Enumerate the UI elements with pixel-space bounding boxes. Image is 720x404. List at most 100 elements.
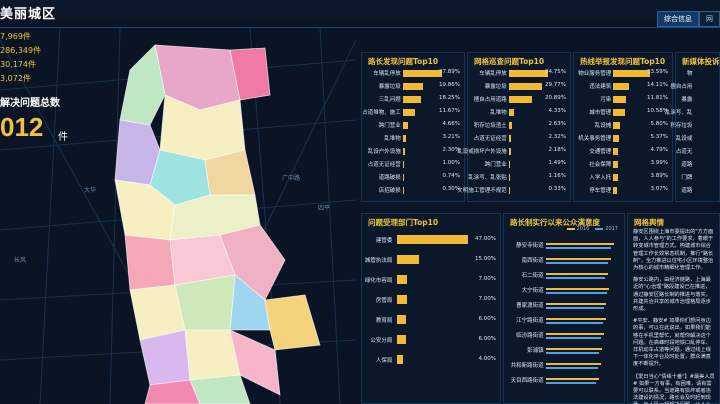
- satisfaction-row[interactable]: 天目西路街道: [504, 373, 624, 388]
- ranking-row[interactable]: 车辆乱停放 34.75%: [468, 67, 570, 80]
- row-label: 乱堆物: [490, 110, 507, 116]
- ranking-row[interactable]: 停车管理 3.07%: [574, 184, 672, 197]
- row-label: 教育局: [375, 318, 393, 324]
- ranking-row[interactable]: 乱堆物 4.33%: [468, 106, 570, 119]
- ranking-row[interactable]: 三乱问题 18.25%: [362, 93, 464, 106]
- ranking-row[interactable]: 乱涂写、乱张贴 1.16%: [468, 171, 570, 184]
- ranking-row[interactable]: 积存垃圾渣土 2.63%: [468, 119, 570, 132]
- ranking-row[interactable]: 暴露: [676, 93, 719, 106]
- map-place-label: 广中路: [282, 174, 300, 182]
- row-label: 车辆乱停放: [479, 71, 507, 77]
- app-title: 美丽城区: [0, 7, 57, 22]
- ranking-row[interactable]: 文明施工管理不规范 0.33%: [457, 184, 570, 197]
- row-label: 占道无: [675, 149, 693, 155]
- ranking-row[interactable]: 社会保障 3.99%: [574, 158, 672, 171]
- dept-row[interactable]: 房管局 7.00%: [362, 290, 500, 310]
- ranking-row[interactable]: 暴露垃圾 29.77%: [468, 80, 570, 93]
- tab-grid[interactable]: 网: [699, 11, 720, 27]
- ranking-row[interactable]: 违法建筑 14.11%: [574, 80, 672, 93]
- row-value: 6.00%: [478, 316, 496, 322]
- row-value: 3.21%: [442, 134, 460, 140]
- ranking-row[interactable]: 积存垃圾: [670, 119, 719, 132]
- ranking-row[interactable]: 交通管理 4.79%: [574, 145, 672, 158]
- ranking-row[interactable]: 道路: [676, 158, 719, 171]
- satisfaction-row[interactable]: 南西街道: [504, 253, 624, 268]
- ranking-row[interactable]: 物: [676, 67, 719, 80]
- row-label: 石二街道: [521, 273, 544, 279]
- resolved-total-value: 012: [0, 112, 44, 142]
- row-label: 道路: [681, 188, 693, 194]
- district-map[interactable]: 大华 广中路 四平 长风: [0, 28, 356, 404]
- dept-row[interactable]: 城管执法局 15.00%: [362, 250, 500, 270]
- ranking-row[interactable]: 擅自占用: [670, 80, 719, 93]
- row-bar: [396, 255, 420, 264]
- row-label: 入学入托: [589, 175, 612, 181]
- ranking-row[interactable]: 占道无: [676, 145, 719, 158]
- bar-2016: [546, 363, 601, 365]
- ranking-row[interactable]: 占道无证经营 2.32%: [468, 132, 570, 145]
- row-label: 三乱问题: [378, 97, 401, 103]
- row-bar: [613, 187, 617, 194]
- row-value: 6.00%: [478, 336, 496, 342]
- ranking-row[interactable]: 入学入托 3.89%: [574, 171, 672, 184]
- dept-row[interactable]: 人保局 4.00%: [362, 350, 500, 370]
- row-value: 2.18%: [548, 147, 566, 153]
- dept-row[interactable]: 教育局 6.00%: [362, 310, 500, 330]
- row-label: 曹家渡街道: [516, 303, 544, 309]
- ranking-row[interactable]: 擅自占用道路 20.89%: [468, 93, 570, 106]
- ranking-row[interactable]: 道路: [676, 184, 719, 197]
- row-value: 5.37%: [650, 134, 668, 140]
- row-value: 34.75%: [545, 69, 566, 75]
- ranking-row[interactable]: 门牌: [676, 171, 719, 184]
- ranking-row[interactable]: 乱设摊 5.80%: [574, 119, 672, 132]
- row-label: 机关事务管理: [578, 136, 612, 142]
- ranking-row[interactable]: 车辆乱停放 37.89%: [362, 67, 464, 80]
- row-value: 7.00%: [478, 296, 496, 302]
- satisfaction-row[interactable]: 静安寺街道: [504, 238, 624, 253]
- news-item[interactable]: 静安区围绕上海市委提出的"方方面面，人人参与"的工作要求，着眼于转变城市管理方式…: [633, 229, 714, 272]
- ranking-row[interactable]: 物业服务管理 33.59%: [574, 67, 672, 80]
- row-label: 彭浦镇: [527, 348, 544, 354]
- dept-row[interactable]: 绿化市容局 7.00%: [362, 270, 500, 290]
- news-item[interactable]: 静安公路内，由经济链路，上海最近的"心治理"路段建设已在推进，通过静安区路长制的…: [633, 277, 711, 313]
- ranking-row[interactable]: 乱堆物 3.21%: [362, 132, 464, 145]
- ranking-row[interactable]: 占道堆物、施工 11.67%: [362, 106, 464, 119]
- satisfaction-row[interactable]: 临汾路街道: [504, 328, 624, 343]
- panel-title: 网格巡查问题Top10: [474, 57, 545, 66]
- satisfaction-row[interactable]: 石二街道: [504, 268, 624, 283]
- row-label: 停车管理: [589, 188, 612, 194]
- row-label: 人保局: [375, 358, 393, 364]
- grid-issues-panel: 网格巡查问题Top10 车辆乱停放 34.75% 暴露垃圾 29.77% 擅自占用道路 2…: [457, 52, 571, 202]
- ranking-row[interactable]: 乱涂写、乱: [665, 106, 719, 119]
- ranking-row[interactable]: 暴露垃圾 19.86%: [362, 80, 464, 93]
- dept-row[interactable]: 建管委 47.00%: [362, 230, 500, 250]
- row-label: 占道无证经营: [473, 136, 507, 142]
- ranking-row[interactable]: 污染 11.81%: [574, 93, 672, 106]
- ranking-row[interactable]: 道路破损 0.74%: [362, 171, 464, 184]
- satisfaction-row[interactable]: 江宁路街道: [504, 313, 624, 328]
- ranking-row[interactable]: 乱设户外设施 2.30%: [362, 145, 464, 158]
- ranking-row[interactable]: 店招破损 0.30%: [362, 184, 464, 197]
- satisfaction-row[interactable]: 共和新路街道: [504, 358, 624, 373]
- stats-list: 7,969件 286,349件 30,174件 3,072件: [0, 30, 41, 86]
- top-bar: 美丽城区 综合信息 网: [0, 0, 720, 28]
- ranking-row[interactable]: 机关事务管理 5.37%: [574, 132, 672, 145]
- row-label: 擅自占用道路: [473, 97, 507, 103]
- ranking-row[interactable]: 乱设或损坏户外设施 2.18%: [457, 145, 570, 158]
- row-bar: [508, 70, 548, 77]
- satisfaction-row[interactable]: 大宁街道: [504, 283, 624, 298]
- ranking-row[interactable]: 乱设或: [676, 132, 719, 145]
- ranking-row[interactable]: 跨门营业 1.49%: [468, 158, 570, 171]
- row-bar: [508, 161, 511, 168]
- satisfaction-row[interactable]: 彭浦镇: [504, 343, 624, 358]
- dept-row[interactable]: 公安分局 6.00%: [362, 330, 500, 350]
- ranking-row[interactable]: 城市管理 10.58%: [574, 106, 672, 119]
- tab-overview[interactable]: 综合信息: [657, 11, 699, 27]
- news-item[interactable]: #平安、静安# 如果你们想问身边的事，可以在此说出，如果我们能够在手机里帮忙，就…: [633, 318, 711, 368]
- row-value: 5.80%: [650, 121, 668, 127]
- ranking-row[interactable]: 跨门营业 4.66%: [362, 119, 464, 132]
- news-item[interactable]: 【爱日当心"情缘十番"】#最美人员# 如果一方有事，有困难，请有需要可以联系。当…: [633, 373, 715, 404]
- satisfaction-row[interactable]: 曹家渡街道: [504, 298, 624, 313]
- ranking-row[interactable]: 占道无证经营 1.00%: [362, 158, 464, 171]
- panel-title: 热线举报发现问题Top10: [580, 57, 666, 66]
